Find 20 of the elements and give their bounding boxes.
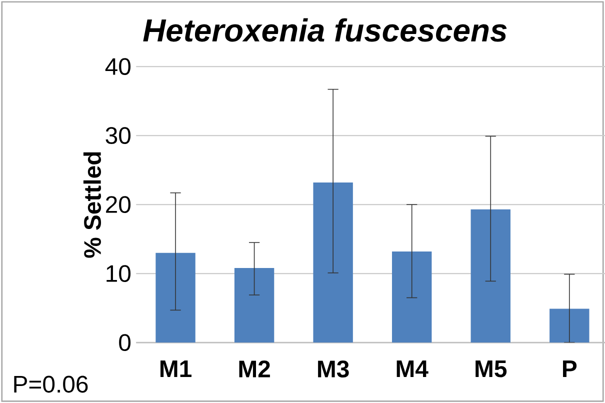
- y-axis-title: % Settled: [83, 152, 102, 258]
- bar: [392, 251, 432, 343]
- y-tick-label: 40: [105, 58, 131, 75]
- y-tick-label: 0: [119, 334, 131, 352]
- bar: [550, 308, 590, 343]
- chart-title: Heteroxenia fuscescens: [143, 18, 507, 42]
- bar: [234, 268, 274, 343]
- y-tick-label: 30: [106, 127, 131, 144]
- text: P=0.06: [14, 376, 88, 393]
- y-tick-label: 20: [106, 196, 131, 213]
- x-tick-label: M3: [318, 360, 349, 378]
- x-tick-label: P: [563, 360, 577, 377]
- x-tick-label: M2: [239, 360, 270, 378]
- x-tick-label: M1: [160, 360, 192, 377]
- bar: [313, 182, 353, 343]
- bar: [156, 252, 196, 343]
- x-tick-label: M4: [396, 360, 428, 377]
- bar: [470, 209, 510, 343]
- y-tick-label: 10: [106, 265, 131, 282]
- x-tick-label: M5: [476, 360, 507, 378]
